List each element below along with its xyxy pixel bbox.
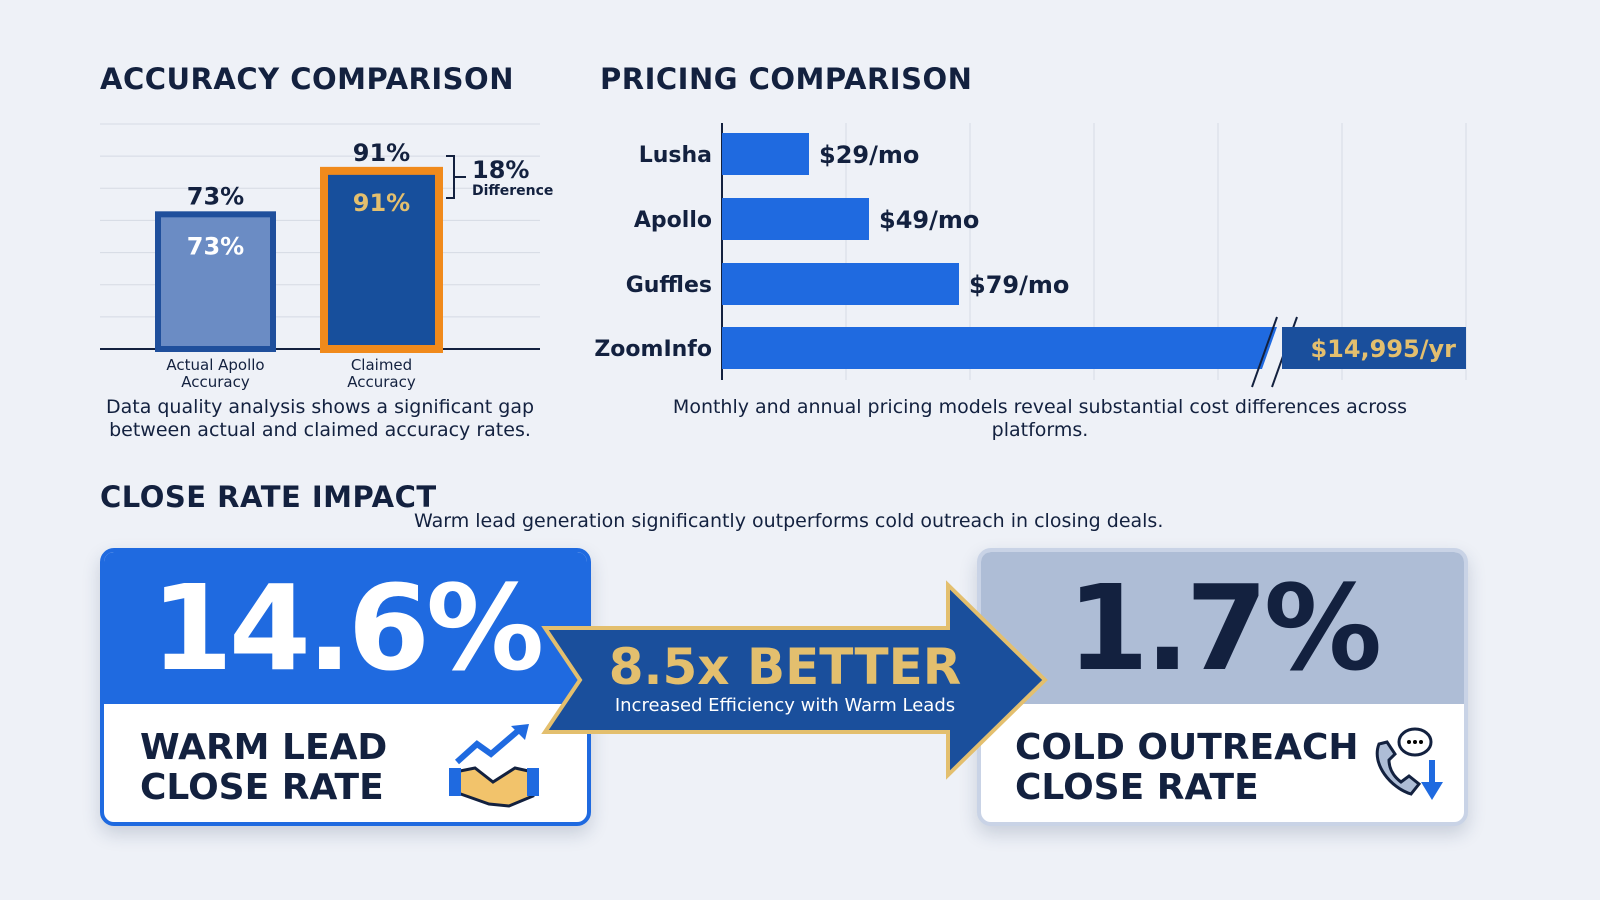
difference-label: Difference: [472, 183, 553, 199]
price-label: $49/mo: [879, 206, 979, 234]
vendor-label: ZoomInfo: [594, 337, 712, 362]
accuracy-bar: [320, 166, 443, 353]
accuracy-caption: Data quality analysis shows a significan…: [105, 396, 535, 441]
difference-value: 18%: [472, 156, 529, 184]
pricing-caption: Monthly and annual pricing models reveal…: [672, 396, 1408, 441]
difference-bracket-icon: [446, 155, 466, 199]
vendor-label: Lusha: [639, 143, 712, 168]
price-bar: [722, 133, 809, 175]
category-label: Accuracy: [181, 373, 250, 391]
vendor-label: Apollo: [634, 208, 712, 233]
accuracy-chart: 73%73%Actual ApolloAccuracy91%91%Claimed…: [100, 123, 553, 391]
warm-lead-label: WARM LEAD CLOSE RATE: [140, 727, 388, 808]
bar-value-label: 91%: [353, 139, 410, 167]
pricing-title: PRICING COMPARISON: [600, 62, 973, 96]
category-label: Actual Apollo: [166, 356, 264, 374]
efficiency-headline: 8.5x BETTER: [608, 638, 962, 696]
bar-value-label: 73%: [187, 182, 244, 210]
cold-outreach-value: 1.7%: [981, 552, 1464, 704]
warm-lead-card: 14.6% WARM LEAD CLOSE RATE: [100, 548, 591, 826]
close-rate-title: CLOSE RATE IMPACT: [100, 480, 437, 514]
pricing-chart: Lusha $29/mo Apollo $49/mo Guffles $79/mo Zoom…: [594, 123, 1467, 388]
bar-inner-label: 73%: [187, 232, 244, 260]
phone-down-icon: [1375, 727, 1443, 800]
price-label: $14,995/yr: [1310, 335, 1456, 363]
accuracy-title: ACCURACY COMPARISON: [100, 62, 514, 96]
bar-inner-label: 91%: [353, 189, 410, 217]
vendor-label: Guffles: [626, 273, 712, 298]
category-label: Claimed: [351, 356, 412, 374]
price-bar-segment: [1282, 327, 1466, 369]
price-bar: [722, 198, 869, 240]
accuracy-bar: [155, 211, 276, 352]
category-label: Accuracy: [347, 373, 416, 391]
cold-outreach-card: 1.7% COLD OUTREACH CLOSE RATE: [977, 548, 1468, 826]
warm-lead-value: 14.6%: [104, 552, 587, 704]
efficiency-subtitle: Increased Efficiency with Warm Leads: [614, 695, 956, 716]
axis-break-line: [1251, 316, 1278, 388]
handshake-growth-icon: [449, 724, 539, 808]
cold-outreach-label: COLD OUTREACH CLOSE RATE: [1015, 727, 1359, 808]
price-bar: [722, 263, 959, 305]
close-rate-subtitle: Warm lead generation significantly outpe…: [414, 510, 1164, 532]
price-label: $79/mo: [969, 271, 1069, 299]
price-label: $29/mo: [819, 141, 919, 169]
efficiency-arrow: [541, 580, 1048, 780]
